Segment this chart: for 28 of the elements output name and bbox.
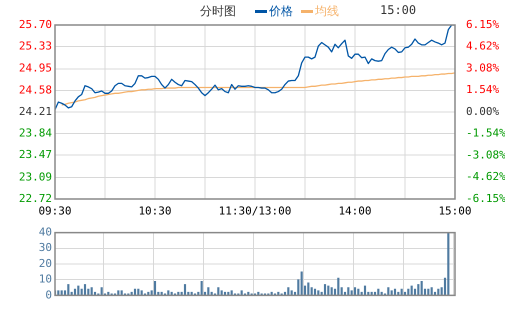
y-tick-label: 30 [38,241,52,254]
y-tick-label: 25.70 [18,18,52,31]
y-tick-label: 24.95 [18,62,52,75]
y-tick-label: 0 [45,288,52,302]
x-tick-label: 11:30/13:00 [218,204,292,218]
chart-title: 分时图 [200,3,236,20]
x-tick-label: 09:30 [38,204,72,218]
y-tick-label: 40 [38,225,52,238]
y2-tick-label: 4.62% [466,40,500,53]
y-tick-label: 22.72 [18,192,52,205]
x-tick-label: 14:00 [338,204,372,218]
y-tick-label: 25.33 [18,39,52,52]
y-tick-label: 23.47 [18,148,52,162]
y-tick-label: 24.58 [18,83,52,96]
y-tick-label: 24.21 [18,104,52,118]
legend-label: 价格 [269,3,293,20]
y-tick-label: 20 [38,256,52,270]
x-tick-label: 10:30 [138,204,172,218]
y-tick-label: 23.09 [18,170,52,184]
y2-tick-label: 0.00% [466,104,500,118]
y2-tick-label: 6.15% [466,18,500,31]
text: 15:00 [380,3,416,17]
legend-label: 均线 [315,3,339,20]
y-tick-label: 23.84 [18,126,52,140]
y2-tick-label: 3.08% [466,61,500,74]
x-tick-label: 15:00 [438,204,472,218]
y2-tick-label: 1.54% [466,83,500,96]
y-tick-label: 10 [38,272,52,286]
